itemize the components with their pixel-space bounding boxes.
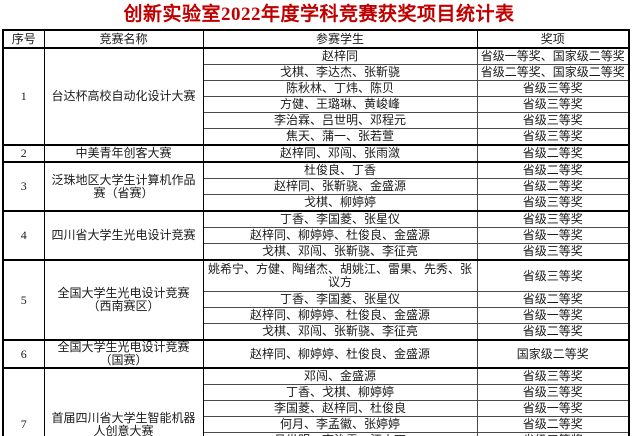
awards-table: 序号 竞赛名称 参赛学生 奖项 1 台达杯高校自动化设计大赛 赵梓同 省级一等奖、国家… <box>2 29 630 436</box>
col-header-competition: 竞赛名称 <box>43 29 204 49</box>
cell-competition: 全国大学生光电设计竞赛（国赛） <box>43 339 204 369</box>
cell-award: 省级三等奖 <box>476 259 630 292</box>
table-row: 戈棋、柳婷婷 省级三等奖 <box>3 194 630 212</box>
cell-index: 2 <box>2 144 45 163</box>
cell-students: 戈棋、邓闯、张靳骁、李征亮 <box>202 243 478 261</box>
table-row: 3 泛珠地区大学生计算机作品赛（省赛） 杜俊良、丁香 省级二等奖 <box>2 161 630 212</box>
cell-award: 省级三等奖 <box>476 112 630 129</box>
cell-award: 省级二等奖 <box>476 323 630 341</box>
cell-students: 丁香、李国菱、张星仪 <box>202 210 478 228</box>
cell-award: 省级三等奖 <box>476 128 630 146</box>
cell-students: 戈棋、柳婷婷 <box>202 194 478 212</box>
cell-award: 省级一等奖 <box>476 307 630 324</box>
cell-students: 戈棋、李达杰、张靳骁 <box>202 64 478 81</box>
col-header-index: 序号 <box>2 29 45 49</box>
col-header-award: 奖项 <box>476 29 630 49</box>
table-row: 丁香、戈棋、柳婷婷 省级三等奖 <box>3 384 630 401</box>
cell-award: 省级一等奖 <box>476 227 630 244</box>
table-row: 赵梓同、柳婷婷、杜俊良、金盛源 省级一等奖 <box>3 227 630 244</box>
cell-competition: 首届四川省大学生智能机器人创意大赛 <box>43 367 204 436</box>
table-row: 赵梓同、张靳骁、金盛源 省级二等奖 <box>3 178 630 195</box>
page-title: 创新实验室2022年度学科竞赛获奖项目统计表 <box>123 4 515 25</box>
cell-students: 陈秋林、丁炜、陈贝 <box>202 80 478 97</box>
cell-competition: 台达杯高校自动化设计大赛 <box>43 47 204 146</box>
cell-award: 省级三等奖 <box>476 432 630 436</box>
cell-index: 6 <box>2 339 45 369</box>
cell-students: 赵梓同 <box>202 47 478 65</box>
cell-students: 何月、李孟徽、张婷婷 <box>202 416 478 433</box>
table-row: 4 四川省大学生光电设计竞赛 丁香、李国菱、张星仪 省级三等奖 <box>2 210 630 261</box>
table-row: 李治霖、吕世明、邓程元 省级三等奖 <box>3 112 630 129</box>
cell-award: 省级二等奖、国家级二等奖 <box>476 64 630 81</box>
cell-students: 丁香、戈棋、柳婷婷 <box>202 384 478 401</box>
cell-competition: 泛珠地区大学生计算机作品赛（省赛） <box>43 161 204 212</box>
cell-award: 省级一等奖 <box>476 400 630 417</box>
cell-competition: 全国大学生光电设计竞赛（西南赛区） <box>43 259 204 341</box>
cell-students: 焦天、蒲一、张若萱 <box>202 128 478 146</box>
cell-award: 省级一等奖、国家级二等奖 <box>476 47 630 65</box>
cell-students: 戈棋、邓闯、张靳骁、李征亮 <box>202 323 478 341</box>
cell-award: 省级三等奖 <box>476 367 630 385</box>
cell-students: 赵梓同、柳婷婷、杜俊良、金盛源 <box>202 307 478 324</box>
table-row: 7 首届四川省大学生智能机器人创意大赛 邓闯、金盛源 省级三等奖 <box>2 367 630 436</box>
cell-index: 7 <box>2 367 45 436</box>
cell-students: 赵梓同、柳婷婷、杜俊良、金盛源 <box>202 227 478 244</box>
cell-award: 省级三等奖 <box>476 96 630 113</box>
table-row: 焦天、蒲一、张若萱 省级三等奖 <box>3 128 630 146</box>
cell-students: 丁香、李国菱、张星仪 <box>202 291 478 308</box>
cell-index: 5 <box>2 259 45 341</box>
cell-award: 省级三等奖 <box>476 243 630 261</box>
cell-competition: 四川省大学生光电设计竞赛 <box>43 210 204 261</box>
cell-award: 省级二等奖 <box>476 144 630 163</box>
cell-students: 李国菱、赵梓同、杜俊良 <box>202 400 478 417</box>
table-row: 6 全国大学生光电设计竞赛（国赛） 赵梓同、柳婷婷、杜俊良、金盛源 国家级二等奖 <box>2 339 630 369</box>
cell-students: 吕世明、李治霖、汪小丁 <box>202 432 478 436</box>
cell-index: 3 <box>2 161 45 212</box>
cell-students: 方健、王璐琳、黄峻峰 <box>202 96 478 113</box>
cell-competition: 中美青年创客大赛 <box>43 144 204 163</box>
cell-students: 赵梓同、张靳骁、金盛源 <box>202 178 478 195</box>
table-row: 吕世明、李治霖、汪小丁省级三等奖 <box>3 432 630 436</box>
cell-students: 赵梓同、柳婷婷、杜俊良、金盛源 <box>202 339 478 369</box>
cell-award: 省级三等奖 <box>476 194 630 212</box>
table-row: 方健、王璐琳、黄峻峰 省级三等奖 <box>3 96 630 113</box>
table-row: 戈棋、邓闯、张靳骁、李征亮 省级二等奖 <box>3 323 630 341</box>
table-row: 5 全国大学生光电设计竞赛（西南赛区） 姚希宁、方健、陶绪杰、胡姚江、雷果、先秀、张… <box>2 259 630 341</box>
cell-award: 国家级二等奖 <box>476 339 630 369</box>
table-body: 1 台达杯高校自动化设计大赛 赵梓同 省级一等奖、国家级二等奖 戈棋、李达杰、张靳骁 省级… <box>2 47 630 436</box>
cell-students: 姚希宁、方健、陶绪杰、胡姚江、雷果、先秀、张议方 <box>202 259 478 292</box>
cell-students: 李治霖、吕世明、邓程元 <box>202 112 478 129</box>
cell-students: 赵梓同、邓闯、张雨潋 <box>202 144 478 163</box>
cell-index: 1 <box>2 47 45 146</box>
col-header-students: 参赛学生 <box>202 29 478 49</box>
table-row: 2 中美青年创客大赛 赵梓同、邓闯、张雨潋 省级二等奖 <box>2 144 630 163</box>
table-row: 戈棋、邓闯、张靳骁、李征亮 省级三等奖 <box>3 243 630 261</box>
table-row: 1 台达杯高校自动化设计大赛 赵梓同 省级一等奖、国家级二等奖 <box>2 47 630 146</box>
cell-award: 省级二等奖 <box>476 178 630 195</box>
cell-students: 杜俊良、丁香 <box>202 161 478 179</box>
cell-award: 省级二等奖 <box>476 291 630 308</box>
table-row: 赵梓同、柳婷婷、杜俊良、金盛源 省级一等奖 <box>3 307 630 324</box>
table-row: 丁香、李国菱、张星仪 省级二等奖 <box>3 291 630 308</box>
cell-index: 4 <box>2 210 45 261</box>
cell-award: 省级二等奖 <box>476 416 630 433</box>
cell-award: 省级三等奖 <box>476 384 630 401</box>
cell-award: 省级二等奖 <box>476 161 630 179</box>
header-row: 序号 竞赛名称 参赛学生 奖项 <box>2 29 630 49</box>
cell-award: 省级三等奖 <box>476 80 630 97</box>
cell-award: 省级三等奖 <box>476 210 630 228</box>
cell-students: 邓闯、金盛源 <box>202 367 478 385</box>
